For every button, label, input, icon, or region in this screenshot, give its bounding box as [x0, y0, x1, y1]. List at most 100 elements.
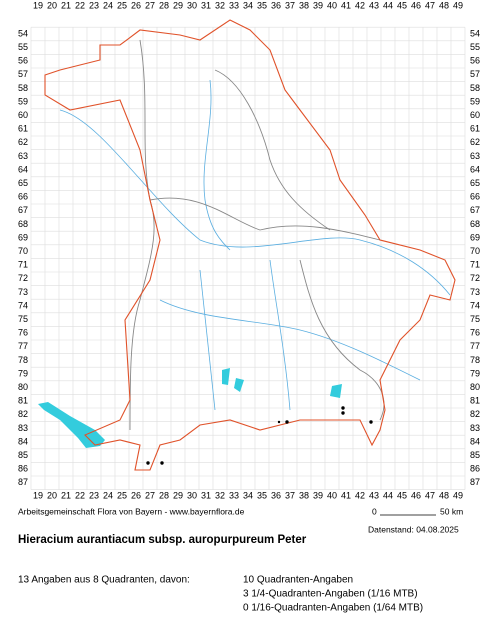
scale-end: 50 km: [440, 506, 463, 516]
date: Datenstand: 04.08.2025: [368, 524, 459, 534]
column-label: 37: [285, 490, 295, 500]
row-label: 79: [470, 368, 480, 378]
column-label: 42: [355, 0, 365, 10]
record-dot: [146, 461, 150, 465]
river: [269, 259, 291, 411]
column-label: 46: [411, 490, 421, 500]
column-label: 31: [201, 490, 211, 500]
row-label: 69: [470, 232, 480, 242]
row-label: 68: [18, 219, 28, 229]
record-dot: [277, 420, 281, 424]
column-label: 36: [271, 0, 281, 10]
column-label: 19: [33, 490, 43, 500]
column-label: 49: [453, 490, 463, 500]
column-label: 28: [159, 0, 169, 10]
column-label: 47: [425, 490, 435, 500]
row-label: 77: [18, 341, 28, 351]
column-label: 26: [131, 490, 141, 500]
row-label: 73: [470, 287, 480, 297]
column-label: 22: [75, 0, 85, 10]
river: [159, 299, 421, 381]
river: [203, 79, 231, 251]
district-border: [149, 197, 381, 241]
column-label: 38: [299, 490, 309, 500]
summary-line: 3 1/4-Quadranten-Angaben (1/16 MTB): [243, 589, 418, 600]
river: [59, 109, 451, 296]
scale-start: 0: [372, 506, 377, 516]
column-label: 39: [313, 490, 323, 500]
row-label: 60: [18, 110, 28, 120]
row-label: 55: [470, 42, 480, 52]
records: [146, 406, 373, 465]
borders: [129, 39, 385, 431]
row-label: 83: [18, 423, 28, 433]
row-label: 77: [470, 341, 480, 351]
row-label: 73: [18, 287, 28, 297]
column-label: 48: [439, 0, 449, 10]
record-dot: [369, 420, 373, 424]
column-label: 43: [369, 0, 379, 10]
row-label: 54: [470, 28, 480, 38]
column-label: 22: [75, 490, 85, 500]
column-label: 23: [89, 0, 99, 10]
row-label: 57: [470, 69, 480, 79]
row-label: 70: [470, 246, 480, 256]
column-label: 48: [439, 490, 449, 500]
column-label: 19: [33, 0, 43, 10]
row-label: 61: [470, 124, 480, 134]
row-label: 67: [18, 205, 28, 215]
lake: [222, 368, 230, 385]
summary-line: 10 Quadranten-Angaben: [243, 575, 353, 586]
row-label: 86: [470, 464, 480, 474]
row-label: 78: [18, 355, 28, 365]
column-label: 35: [257, 0, 267, 10]
row-label: 65: [470, 178, 480, 188]
row-label: 86: [18, 464, 28, 474]
row-label: 81: [470, 396, 480, 406]
row-label: 75: [18, 314, 28, 324]
row-label: 80: [18, 382, 28, 392]
district-border: [214, 69, 331, 231]
row-label: 62: [18, 137, 28, 147]
column-label: 29: [173, 0, 183, 10]
row-label: 61: [18, 124, 28, 134]
column-label: 33: [229, 0, 239, 10]
column-label: 30: [187, 0, 197, 10]
column-label: 25: [117, 490, 127, 500]
column-label: 21: [61, 490, 71, 500]
row-label: 56: [18, 56, 28, 66]
column-label: 32: [215, 0, 225, 10]
row-label: 75: [470, 314, 480, 324]
column-label: 41: [341, 0, 351, 10]
row-label: 63: [18, 151, 28, 161]
row-label: 85: [470, 450, 480, 460]
credit: Arbeitsgemeinschaft Flora von Bayern - w…: [18, 506, 245, 516]
row-label: 72: [470, 273, 480, 283]
summary-total: 13 Angaben aus 8 Quadranten, davon:: [18, 575, 190, 586]
row-label: 76: [470, 328, 480, 338]
column-label: 44: [383, 0, 393, 10]
row-label: 81: [18, 396, 28, 406]
row-label: 63: [470, 151, 480, 161]
column-label: 25: [117, 0, 127, 10]
column-label: 32: [215, 490, 225, 500]
row-label: 84: [18, 436, 28, 446]
summary-line: 0 1/16-Quadranten-Angaben (1/64 MTB): [243, 603, 423, 614]
row-label: 69: [18, 232, 28, 242]
column-label: 36: [271, 490, 281, 500]
column-label: 34: [243, 0, 253, 10]
column-label: 46: [411, 0, 421, 10]
district-border: [129, 39, 155, 431]
column-label: 24: [103, 490, 113, 500]
row-label: 87: [470, 477, 480, 487]
row-label: 65: [18, 178, 28, 188]
record-dot: [285, 420, 289, 424]
row-label: 74: [18, 300, 28, 310]
river: [199, 269, 216, 411]
row-label: 87: [18, 477, 28, 487]
row-label: 74: [470, 300, 480, 310]
column-label: 27: [145, 0, 155, 10]
row-label: 62: [470, 137, 480, 147]
row-label: 83: [470, 423, 480, 433]
row-label: 71: [18, 260, 28, 270]
